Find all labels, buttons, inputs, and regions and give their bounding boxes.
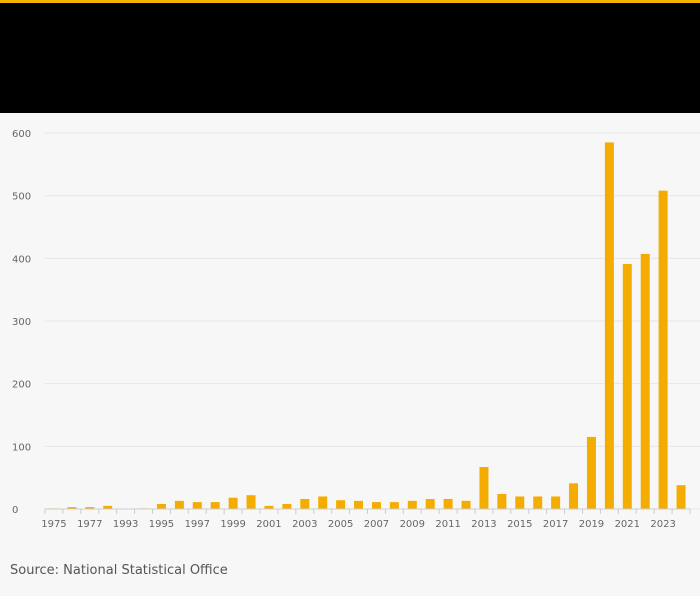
bar-1997 [192,502,202,509]
x-tick-label: 1977 [77,519,102,530]
bar-2007 [371,502,381,509]
bar-1996 [174,500,184,509]
x-tick-label: 1999 [220,519,245,530]
bar-2003 [300,498,310,509]
header-band [0,3,700,113]
bar-2012 [461,500,471,509]
bar-2014 [497,493,507,509]
x-axis: 1975 1977 1993 1995 1997 1999 2001 2003 2005 2007… [41,508,691,530]
bar-2005 [336,500,346,509]
bar-2013 [479,467,489,509]
bar-2017 [551,496,561,509]
bar-1995 [156,503,166,509]
bar-1998 [210,502,220,509]
bar-1977 [85,507,95,509]
gridlines [45,132,700,510]
bar-2019 [586,436,596,509]
bar-2004 [318,496,328,509]
x-tick-label: 2001 [256,519,281,530]
y-tick-label: 300 [12,317,31,328]
x-tick-label: 2023 [650,519,675,530]
y-tick-label: 0 [12,505,18,516]
top-accent-rule [0,0,700,3]
y-tick-label: 600 [12,129,31,140]
y-axis-ticks: 0 100 200 300 400 500 600 [12,129,31,516]
y-tick-label: 400 [12,254,31,265]
bar-2020 [604,142,614,509]
bar-2016 [533,496,543,509]
x-tick-label: 2009 [400,519,425,530]
bar-2024 [676,485,686,509]
x-tick-label: 2007 [364,519,389,530]
bars [49,142,686,510]
y-tick-label: 200 [12,380,31,391]
bar-2000 [246,495,256,509]
bar-1978 [103,505,113,509]
bar-2021 [622,263,632,509]
x-tick-label: 1975 [41,519,66,530]
x-tick-label: 2003 [292,519,317,530]
bar-1976 [67,507,77,509]
bar-2009 [407,500,417,509]
bar-2002 [282,503,292,509]
bar-2008 [389,502,399,509]
x-tick-label: 2019 [579,519,604,530]
bar-2015 [515,496,525,509]
bar-2022 [640,253,650,509]
bar-2011 [443,498,453,509]
source-note: Source: National Statistical Office [10,563,228,578]
bar-2023 [658,190,668,510]
plot-area [0,113,700,543]
bar-2010 [425,498,435,509]
y-tick-label: 500 [12,192,31,203]
bar-chart: 0 100 200 300 400 500 600 1975 1977 1993 1995 1997… [12,129,700,530]
bar-2006 [354,500,364,509]
x-tick-label: 2017 [543,519,568,530]
x-tick-label: 1993 [113,519,138,530]
x-tick-label: 2021 [615,519,640,530]
bar-2001 [264,505,274,509]
x-tick-label: 1995 [149,519,174,530]
y-tick-label: 100 [12,442,31,453]
bar-2018 [569,483,579,509]
bar-1999 [228,497,238,509]
x-tick-label: 2005 [328,519,353,530]
x-tick-label: 1997 [185,519,210,530]
x-tick-label: 2013 [471,519,496,530]
x-tick-label: 2015 [507,519,532,530]
x-tick-label: 2011 [435,519,460,530]
